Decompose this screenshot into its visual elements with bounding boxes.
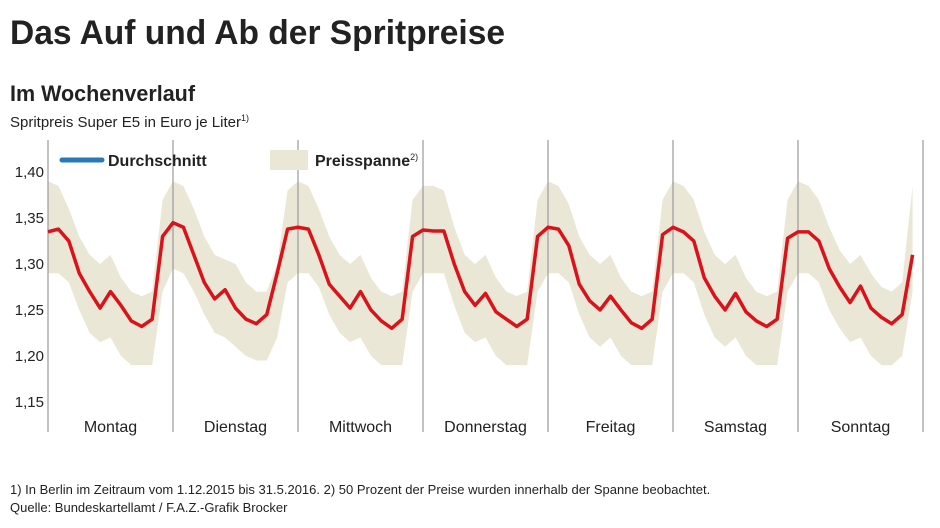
legend-label: Preisspanne2)	[315, 152, 418, 170]
source: Quelle: Bundeskartellamt / F.A.Z.-Grafik…	[10, 500, 288, 515]
chart-title: Das Auf und Ab der Spritpreise	[10, 14, 505, 52]
legend-label-note: 2)	[410, 152, 418, 162]
y-tick-label: 1,40	[15, 164, 44, 181]
footnote: 1) In Berlin im Zeitraum vom 1.12.2015 b…	[10, 482, 710, 497]
x-tick-label: Mittwoch	[329, 419, 392, 436]
x-tick-label: Freitag	[586, 419, 636, 436]
y-tick-label: 1,35	[15, 210, 44, 227]
x-tick-label: Samstag	[704, 419, 767, 436]
y-axis-label-note: 1)	[241, 113, 249, 123]
y-tick-label: 1,30	[15, 256, 44, 273]
x-tick-label: Dienstag	[204, 419, 267, 436]
y-axis-label: Spritpreis Super E5 in Euro je Liter1)	[10, 113, 249, 131]
x-tick-label: Sonntag	[831, 419, 891, 436]
y-tick-label: 1,20	[15, 348, 44, 365]
plot-area: 1,15 1,20 1,25 1,30 1,35 1,40 Montag Dienstag Mi…	[15, 140, 924, 436]
chart-subtitle: Im Wochenverlauf	[10, 81, 196, 106]
y-tick-label: 1,15	[15, 394, 44, 411]
average-line	[47, 220, 915, 331]
x-tick-label: Montag	[84, 419, 137, 436]
legend-swatch	[270, 150, 308, 170]
y-tick-label: 1,25	[15, 302, 44, 319]
legend-label: Durchschnitt	[108, 153, 207, 170]
x-tick-label: Donnerstag	[444, 419, 527, 436]
legend-label-text: Preisspanne	[315, 153, 410, 170]
y-axis-label-text: Spritpreis Super E5 in Euro je Liter	[10, 114, 241, 131]
